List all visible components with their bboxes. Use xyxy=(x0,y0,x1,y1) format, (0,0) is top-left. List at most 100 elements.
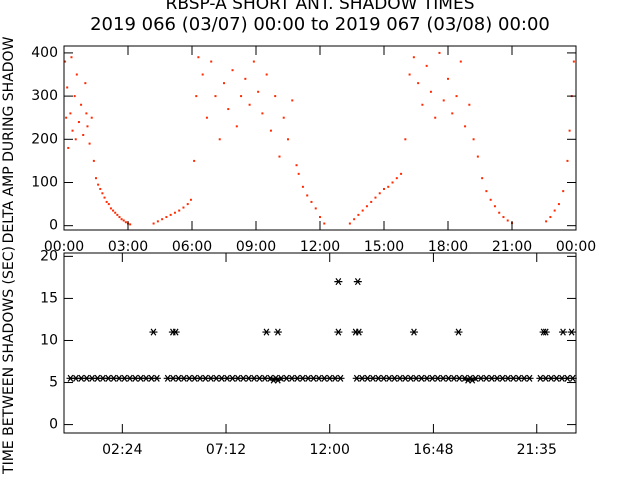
plot-frame xyxy=(63,252,577,434)
asterisk-point xyxy=(152,374,161,382)
x-tick-label: 21:35 xyxy=(517,442,557,458)
asterisk-point xyxy=(336,374,345,382)
point xyxy=(69,112,72,115)
point xyxy=(261,112,264,115)
point xyxy=(112,209,115,212)
point xyxy=(169,213,172,216)
point xyxy=(173,211,176,214)
point xyxy=(493,205,496,208)
point xyxy=(404,138,407,141)
y-tick-label: 15 xyxy=(40,290,58,306)
point xyxy=(301,185,304,188)
point xyxy=(82,133,85,136)
asterisk-point xyxy=(171,328,180,336)
point xyxy=(75,73,78,76)
asterisk-point xyxy=(567,328,576,336)
point xyxy=(124,221,127,224)
point xyxy=(442,99,445,102)
point xyxy=(297,172,300,175)
x-tick-label: 07:12 xyxy=(206,442,246,458)
point xyxy=(295,164,298,167)
point xyxy=(197,56,200,59)
point xyxy=(73,95,76,98)
point xyxy=(568,129,571,132)
point xyxy=(227,108,230,111)
point xyxy=(265,73,268,76)
point xyxy=(374,196,377,199)
asterisk-point xyxy=(568,374,577,382)
point xyxy=(323,222,326,225)
y-tick-label: 10 xyxy=(40,332,58,348)
asterisk-point xyxy=(468,376,477,384)
point xyxy=(287,138,289,141)
point xyxy=(64,60,67,63)
point xyxy=(107,203,110,206)
point xyxy=(88,142,91,145)
point xyxy=(387,185,390,188)
x-tick-label: 15:00 xyxy=(364,239,404,255)
chart-title: RBSP-A SHORT ANT. SHADOW TIMES xyxy=(166,0,475,14)
point xyxy=(459,60,462,63)
asterisk-point xyxy=(409,328,418,336)
point xyxy=(412,56,415,59)
asterisk-point xyxy=(273,376,282,384)
x-tick-label: 06:00 xyxy=(172,239,212,255)
point xyxy=(165,216,168,219)
point xyxy=(434,116,437,119)
point xyxy=(429,90,432,93)
point xyxy=(489,198,492,201)
point xyxy=(400,172,403,175)
asterisk-point xyxy=(273,328,282,336)
point xyxy=(223,82,225,85)
point xyxy=(77,121,80,124)
asterisk-point xyxy=(353,278,362,286)
point xyxy=(451,112,454,115)
point xyxy=(86,125,89,128)
asterisk-point xyxy=(149,328,158,336)
point xyxy=(562,190,565,193)
point xyxy=(282,116,285,119)
point xyxy=(472,138,475,141)
point xyxy=(182,206,185,209)
point xyxy=(152,222,155,225)
point xyxy=(105,200,108,203)
y-tick-label: 0 xyxy=(49,417,58,433)
x-tick-label: 12:00 xyxy=(310,442,350,458)
point xyxy=(506,219,509,222)
point xyxy=(553,209,556,212)
point xyxy=(549,216,552,219)
x-tick-label: 09:00 xyxy=(236,239,276,255)
point xyxy=(291,99,294,102)
point xyxy=(70,56,73,59)
point xyxy=(129,223,132,226)
point xyxy=(438,51,441,54)
asterisk-point xyxy=(334,278,343,286)
asterisk-point xyxy=(262,328,271,336)
point xyxy=(310,200,313,203)
point xyxy=(67,146,70,149)
point xyxy=(365,205,368,208)
point xyxy=(447,77,449,80)
y-tick-label: 200 xyxy=(31,131,58,147)
point xyxy=(408,73,411,76)
point xyxy=(572,60,575,63)
point xyxy=(122,219,125,222)
point xyxy=(417,82,420,85)
point xyxy=(269,129,272,132)
point xyxy=(118,216,121,219)
point xyxy=(257,90,260,93)
point xyxy=(566,159,569,162)
point xyxy=(116,213,119,216)
point xyxy=(186,203,189,206)
point xyxy=(95,177,97,180)
point xyxy=(71,129,74,132)
y-tick-label: 20 xyxy=(40,248,58,264)
asterisk-point xyxy=(354,328,363,336)
point xyxy=(114,211,117,214)
x-tick-label: 21:00 xyxy=(492,239,532,255)
point xyxy=(425,64,428,67)
point xyxy=(502,216,505,219)
chart-subtitle: 2019 066 (03/07) 00:00 to 2019 067 (03/0… xyxy=(90,14,550,35)
asterisk-point xyxy=(525,374,534,382)
